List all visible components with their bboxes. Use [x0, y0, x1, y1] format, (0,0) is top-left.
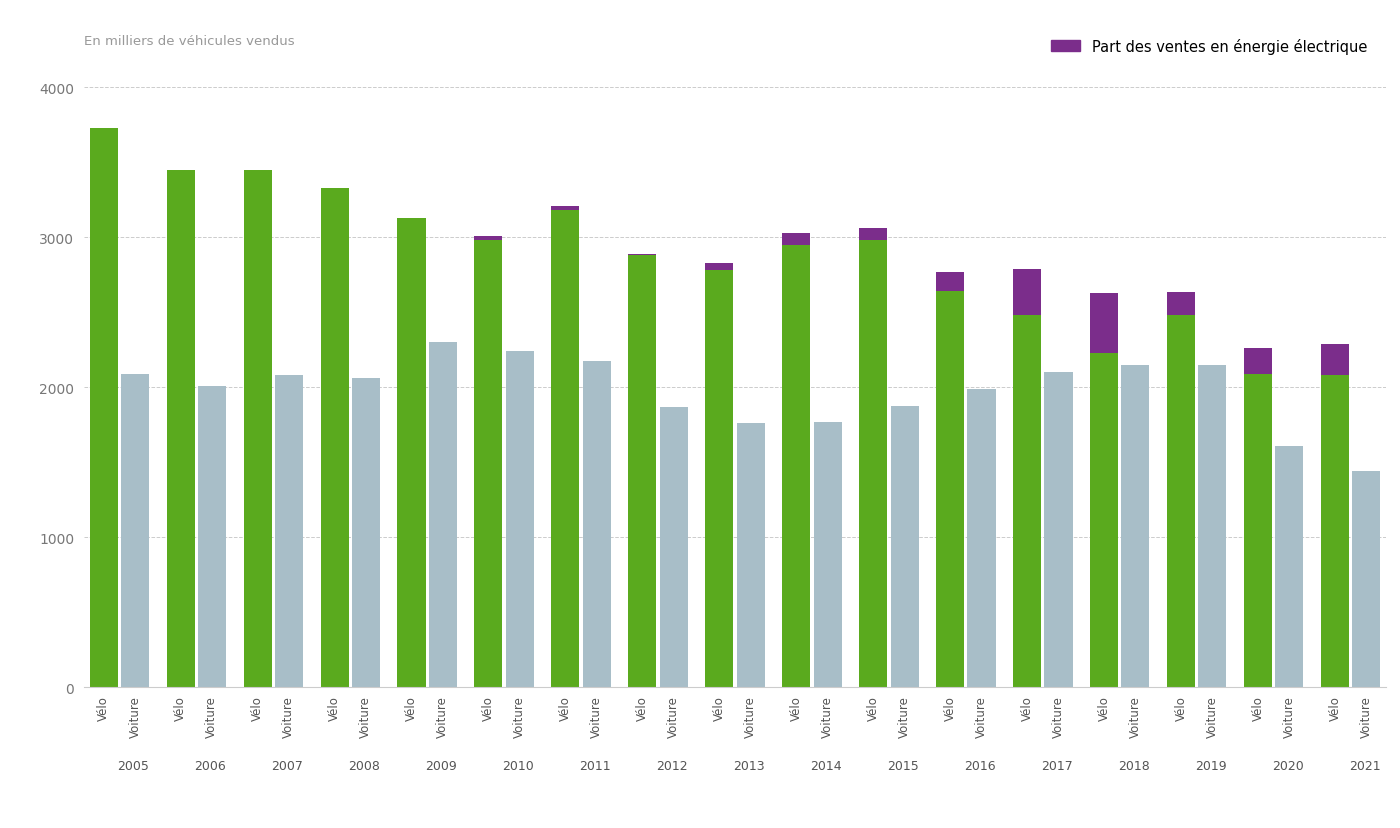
Text: 2007: 2007 [272, 759, 304, 773]
Bar [813, 423, 841, 687]
Bar [860, 241, 888, 687]
Bar [552, 211, 580, 687]
Text: 2016: 2016 [965, 759, 995, 773]
Text: 2017: 2017 [1042, 759, 1072, 773]
Bar [475, 236, 503, 241]
Bar [629, 254, 657, 256]
Bar [736, 424, 764, 687]
Text: 2010: 2010 [503, 759, 533, 773]
Bar [1245, 374, 1273, 687]
Bar [890, 407, 918, 687]
Text: 2006: 2006 [195, 759, 227, 773]
Bar [1091, 293, 1119, 353]
Bar [552, 206, 580, 211]
Bar [244, 171, 272, 687]
Bar [1245, 349, 1273, 374]
Bar [1168, 292, 1196, 315]
Bar [274, 376, 302, 687]
Bar [1198, 365, 1226, 687]
Text: 2019: 2019 [1196, 759, 1226, 773]
Bar [582, 361, 610, 687]
Bar [937, 291, 965, 687]
Bar [1352, 471, 1380, 687]
Bar [659, 407, 687, 687]
Bar [706, 263, 734, 271]
Bar [1014, 269, 1042, 315]
Bar [860, 229, 888, 241]
Bar [1275, 446, 1303, 687]
Bar [475, 241, 503, 687]
Bar [1091, 353, 1119, 687]
Bar [1014, 315, 1042, 687]
Text: 2008: 2008 [349, 759, 381, 773]
Bar [428, 343, 456, 687]
Text: 2012: 2012 [657, 759, 687, 773]
Text: 2013: 2013 [734, 759, 764, 773]
Bar [783, 233, 811, 245]
Bar [197, 386, 225, 687]
Text: En milliers de véhicules vendus: En milliers de véhicules vendus [84, 35, 294, 47]
Bar [1168, 315, 1196, 687]
Bar [167, 171, 195, 687]
Bar [90, 128, 118, 687]
Text: 2014: 2014 [811, 759, 841, 773]
Bar [783, 245, 811, 687]
Bar [937, 272, 965, 291]
Text: 2015: 2015 [888, 759, 918, 773]
Bar [967, 389, 995, 687]
Bar [1322, 344, 1350, 376]
Bar [1322, 376, 1350, 687]
Text: 2021: 2021 [1350, 759, 1380, 773]
Bar [351, 378, 379, 687]
Text: 2009: 2009 [426, 759, 456, 773]
Bar [505, 352, 533, 687]
Text: 2018: 2018 [1119, 759, 1149, 773]
Text: 2011: 2011 [580, 759, 610, 773]
Bar [706, 271, 734, 687]
Bar [398, 219, 426, 687]
Bar [321, 188, 349, 687]
Bar [629, 256, 657, 687]
Legend: Part des ventes en énergie électrique: Part des ventes en énergie électrique [1046, 33, 1373, 60]
Bar [1044, 373, 1072, 687]
Bar [120, 374, 148, 687]
Bar [1121, 365, 1149, 687]
Text: 2020: 2020 [1273, 759, 1303, 773]
Text: 2005: 2005 [118, 759, 150, 773]
